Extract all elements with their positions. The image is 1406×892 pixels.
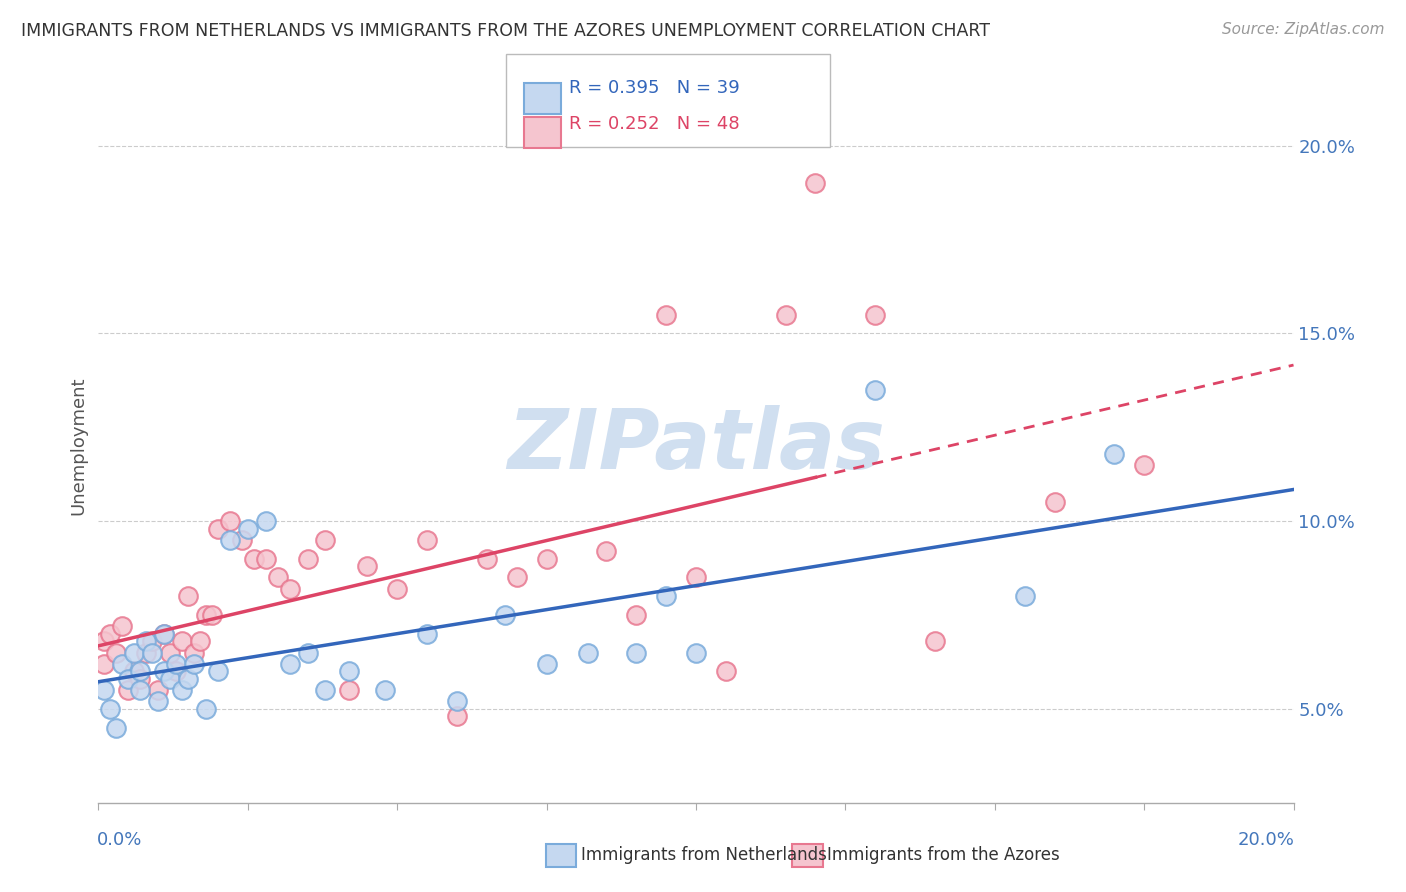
Point: [188, 634, 211, 648]
Point: [111, 619, 134, 633]
Point: [98, 627, 122, 641]
Point: [536, 551, 558, 566]
Point: [207, 665, 229, 679]
Point: [153, 627, 176, 641]
Point: [129, 683, 152, 698]
Point: [135, 634, 157, 648]
Point: [141, 634, 163, 648]
Point: [172, 683, 194, 698]
Point: [655, 589, 678, 603]
Point: [159, 646, 181, 660]
Point: [1043, 495, 1066, 509]
Point: [231, 533, 253, 547]
Point: [1014, 589, 1036, 603]
Point: [685, 570, 707, 584]
Point: [93, 683, 115, 698]
Point: [446, 694, 468, 708]
Point: [165, 657, 187, 671]
Point: [506, 570, 529, 584]
Point: [135, 646, 157, 660]
Text: IMMIGRANTS FROM NETHERLANDS VS IMMIGRANTS FROM THE AZORES UNEMPLOYMENT CORRELATI: IMMIGRANTS FROM NETHERLANDS VS IMMIGRANT…: [21, 22, 990, 40]
Point: [129, 665, 152, 679]
Text: R = 0.252   N = 48: R = 0.252 N = 48: [569, 115, 740, 133]
Point: [124, 646, 146, 660]
Point: [148, 683, 170, 698]
Point: [924, 634, 946, 648]
Point: [219, 514, 242, 528]
Point: [195, 702, 218, 716]
Point: [105, 721, 128, 735]
Text: Immigrants from Netherlands: Immigrants from Netherlands: [581, 846, 827, 863]
Text: 20.0%: 20.0%: [1237, 831, 1295, 849]
Point: [416, 533, 439, 547]
Y-axis label: Unemployment: Unemployment: [69, 376, 87, 516]
Point: [201, 607, 224, 622]
Point: [219, 533, 242, 547]
Point: [339, 683, 361, 698]
Point: [775, 308, 797, 322]
Point: [93, 657, 115, 671]
Text: ZIPatlas: ZIPatlas: [508, 406, 884, 486]
Point: [315, 683, 337, 698]
Point: [714, 665, 737, 679]
Point: [105, 646, 128, 660]
Point: [865, 308, 887, 322]
Point: [578, 646, 600, 660]
Point: [236, 522, 259, 536]
Point: [356, 559, 378, 574]
Point: [117, 683, 139, 698]
Point: [195, 607, 218, 622]
Text: Source: ZipAtlas.com: Source: ZipAtlas.com: [1222, 22, 1385, 37]
Point: [267, 570, 290, 584]
Point: [655, 308, 678, 322]
Point: [865, 383, 887, 397]
Point: [475, 551, 498, 566]
Point: [117, 672, 139, 686]
Point: [153, 665, 176, 679]
Point: [159, 672, 181, 686]
Text: 0.0%: 0.0%: [97, 831, 142, 849]
Point: [172, 634, 194, 648]
Point: [165, 665, 187, 679]
Point: [93, 634, 115, 648]
Text: R = 0.395   N = 39: R = 0.395 N = 39: [569, 78, 740, 96]
Point: [685, 646, 707, 660]
Point: [297, 551, 319, 566]
Point: [129, 672, 152, 686]
Point: [1104, 446, 1126, 460]
Point: [153, 627, 176, 641]
Point: [177, 589, 200, 603]
Point: [111, 657, 134, 671]
Point: [385, 582, 409, 596]
Point: [315, 533, 337, 547]
Point: [183, 646, 205, 660]
Point: [536, 657, 558, 671]
Point: [124, 665, 146, 679]
Point: [626, 646, 648, 660]
Point: [416, 627, 439, 641]
Point: [254, 551, 277, 566]
Point: [207, 522, 229, 536]
Point: [243, 551, 266, 566]
Point: [446, 709, 468, 723]
Point: [626, 607, 648, 622]
Point: [183, 657, 205, 671]
Point: [177, 672, 200, 686]
Point: [339, 665, 361, 679]
Point: [804, 176, 827, 190]
Point: [141, 646, 163, 660]
Point: [98, 702, 122, 716]
Point: [278, 657, 301, 671]
Point: [148, 694, 170, 708]
Text: Immigrants from the Azores: Immigrants from the Azores: [827, 846, 1060, 863]
Point: [278, 582, 301, 596]
Point: [297, 646, 319, 660]
Point: [1133, 458, 1156, 472]
Point: [595, 544, 617, 558]
Point: [494, 607, 516, 622]
Point: [374, 683, 396, 698]
Point: [254, 514, 277, 528]
